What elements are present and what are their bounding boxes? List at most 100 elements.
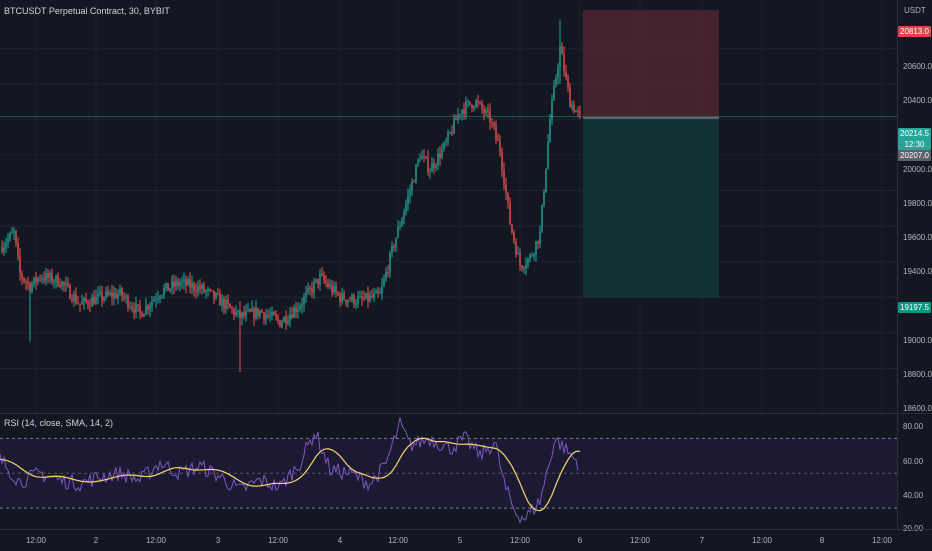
candlestick-chart[interactable] <box>0 0 897 413</box>
candle-body <box>257 307 259 316</box>
candle-body <box>237 310 239 313</box>
candle-body <box>513 232 515 242</box>
time-label: 6 <box>577 536 583 545</box>
candle-body <box>479 102 481 104</box>
candle-body <box>343 292 345 300</box>
candle-body <box>9 233 11 239</box>
candle-body <box>315 278 317 282</box>
candle-body <box>117 294 119 299</box>
candle-body <box>135 304 137 313</box>
rsi-legend[interactable]: RSI (14, close, SMA, 14, 2) <box>4 418 114 428</box>
pane-separator[interactable] <box>0 413 932 414</box>
candle-body <box>3 246 5 252</box>
candle-body <box>303 296 305 305</box>
price-tick: 19400.0 <box>903 267 932 276</box>
candle-body <box>429 171 431 173</box>
candle-body <box>357 297 359 304</box>
candle-body <box>487 110 489 112</box>
price-tick: 20400.0 <box>903 96 932 105</box>
candle-body <box>137 304 139 306</box>
candle-body <box>297 309 299 313</box>
time-label: 5 <box>457 536 463 545</box>
candle-body <box>25 281 27 283</box>
candle-body <box>461 109 463 114</box>
candle-body <box>55 275 57 282</box>
candle-body <box>223 298 225 309</box>
candle-body <box>549 119 551 142</box>
candle-body <box>177 281 179 286</box>
candle-body <box>443 142 445 150</box>
candle-body <box>273 312 275 316</box>
candle-body <box>465 101 467 114</box>
candle-body <box>527 258 529 265</box>
candle-body <box>397 226 399 238</box>
candle-body <box>207 289 209 292</box>
time-label: 12:00 <box>145 536 167 545</box>
last-price-badge: 20214.5 <box>898 128 931 139</box>
candle-body <box>87 301 89 306</box>
candle-body <box>519 252 521 266</box>
candle-body <box>89 305 91 307</box>
rsi-chart[interactable] <box>0 414 897 529</box>
time-axis[interactable]: 12:00 2 12:00 3 12:00 4 12:00 5 12:00 6 … <box>0 529 932 551</box>
candle-body <box>369 295 371 302</box>
time-label: 12:00 <box>25 536 47 545</box>
rsi-pane[interactable]: RSI (14, close, SMA, 14, 2) <box>0 414 897 529</box>
candle-body <box>345 299 347 303</box>
candle-body <box>185 279 187 286</box>
candle-body <box>263 312 265 320</box>
candle-body <box>159 296 161 299</box>
candle-body <box>261 310 263 313</box>
candle-body <box>241 312 243 319</box>
candle-body <box>309 287 311 289</box>
candle-body <box>213 290 215 299</box>
candle-body <box>23 278 25 282</box>
candle-body <box>37 277 39 283</box>
candle-body <box>371 295 373 298</box>
candle-body <box>191 283 193 288</box>
candle-body <box>401 219 403 227</box>
candle-body <box>77 303 79 305</box>
candle-body <box>103 297 105 301</box>
candle-body <box>101 291 103 301</box>
candle-body <box>83 298 85 302</box>
candle-body <box>385 271 387 279</box>
candle-body <box>363 298 365 300</box>
symbol-legend[interactable]: BTCUSDT Perpetual Contract, 30, BYBIT <box>4 6 170 16</box>
time-label: 12:00 <box>509 536 531 545</box>
candle-body <box>405 203 407 213</box>
candle-body <box>351 295 353 301</box>
candle-body <box>475 100 477 107</box>
candle-body <box>473 106 475 109</box>
candle-body <box>13 230 15 233</box>
candle-body <box>557 66 559 78</box>
candle-body <box>229 303 231 308</box>
candle-body <box>99 291 101 294</box>
price-scale[interactable] <box>897 0 932 529</box>
candle-body <box>327 283 329 287</box>
candle-body <box>27 282 29 284</box>
candle-body <box>97 293 99 297</box>
candle-body <box>291 314 293 318</box>
candle-body <box>567 77 569 88</box>
stop-loss-zone <box>583 10 719 119</box>
candle-body <box>125 296 127 298</box>
candle-body <box>457 114 459 121</box>
candle-body <box>445 141 447 143</box>
candle-body <box>285 316 287 324</box>
candle-body <box>29 283 31 293</box>
candle-body <box>221 298 223 306</box>
candle-body <box>431 163 433 172</box>
candle-body <box>163 288 165 296</box>
price-tick: 18800.0 <box>903 370 932 379</box>
price-pane[interactable]: BTCUSDT Perpetual Contract, 30, BYBIT <box>0 0 897 413</box>
candle-body <box>387 271 389 273</box>
candle-body <box>165 283 167 289</box>
candle-body <box>253 308 255 319</box>
candle-body <box>447 132 449 142</box>
candle-body <box>1 247 3 252</box>
candle-body <box>199 286 201 290</box>
candle-body <box>459 113 461 115</box>
candle-body <box>579 110 581 114</box>
